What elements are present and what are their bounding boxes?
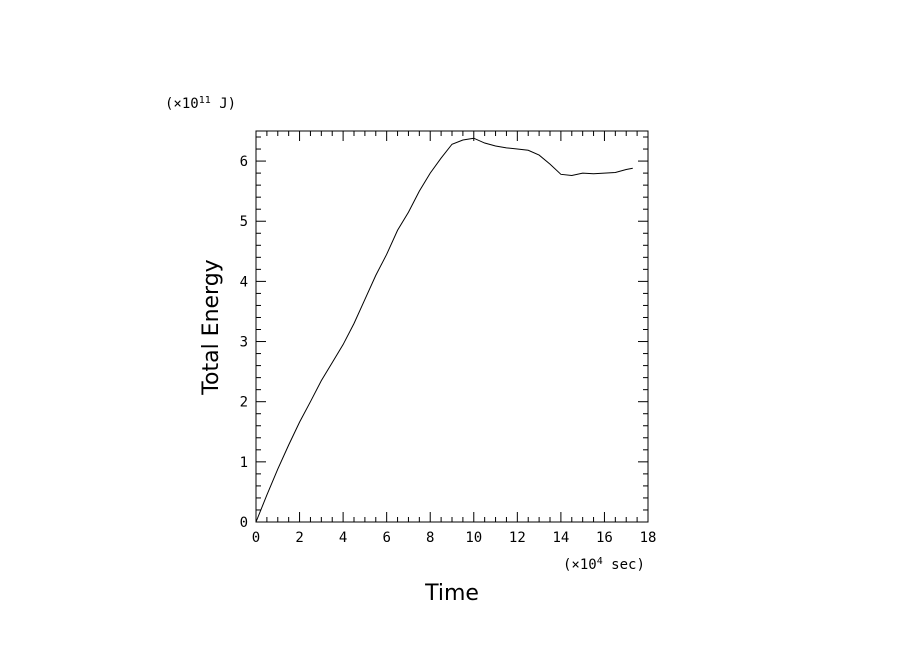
y-tick-label: 1 [240,455,248,471]
x-tick-label: 10 [465,530,482,546]
x-tick-label: 4 [339,530,347,546]
x-tick-label: 14 [552,530,569,546]
x-axis-title: Time [424,581,479,606]
series-line-total-energy [255,137,633,523]
x-tick-label: 18 [640,530,657,546]
y-tick-label: 3 [240,335,248,351]
x-tick-label: 16 [596,530,613,546]
y-tick-label: 4 [240,274,248,290]
y-tick-label: 2 [240,395,248,411]
x-tick-label: 2 [295,530,303,546]
y-tick-label: 5 [240,214,248,230]
y-tick-label: 0 [240,515,248,531]
y-unit-label: (×1011 J) [165,95,236,112]
x-tick-label: 12 [509,530,526,546]
plot-frame [255,130,649,523]
y-axis-title: Total Energy [199,259,224,395]
axis-ticks [255,131,649,523]
x-unit-label: (×104 sec) [563,556,645,573]
y-tick-label: 6 [240,154,248,170]
x-tick-label: 6 [382,530,390,546]
x-tick-label: 8 [426,530,434,546]
x-tick-label: 0 [252,530,260,546]
